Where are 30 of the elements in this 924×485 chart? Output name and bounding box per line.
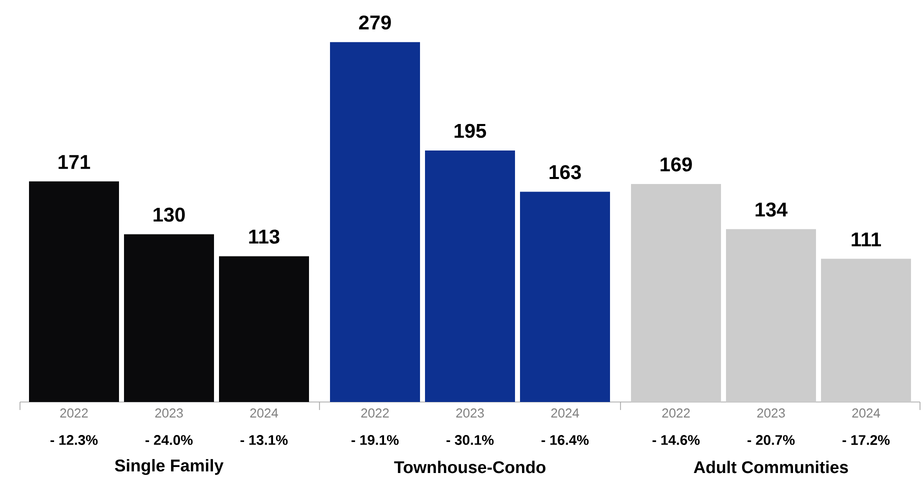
data-label: 134 bbox=[756, 202, 788, 217]
data-label: 279 bbox=[359, 15, 391, 30]
x-tick-label: 2024 bbox=[852, 408, 880, 418]
text: - 19.1% bbox=[352, 435, 399, 445]
data-label: 169 bbox=[660, 157, 692, 172]
text: - 14.6% bbox=[652, 435, 700, 445]
text: - 24.0% bbox=[146, 435, 193, 445]
text: - 13.1% bbox=[240, 435, 288, 445]
text: - 16.4% bbox=[542, 435, 589, 445]
text: Townhouse-Condo bbox=[394, 460, 546, 474]
x-tick-label: 2022 bbox=[361, 408, 389, 418]
text: Single Family bbox=[114, 459, 224, 475]
x-tick-label: 2022 bbox=[60, 408, 88, 418]
x-tick-label: 2024 bbox=[250, 408, 278, 418]
text: - 12.3% bbox=[50, 435, 98, 445]
text: - 17.2% bbox=[842, 435, 890, 445]
data-label: 111 bbox=[852, 232, 881, 246]
x-tick-label: 2024 bbox=[551, 408, 580, 418]
x-tick-label: 2023 bbox=[155, 408, 183, 418]
data-label: 113 bbox=[249, 230, 280, 244]
data-label: 163 bbox=[550, 165, 581, 180]
text: - 20.7% bbox=[748, 435, 795, 445]
text: Adult Communities bbox=[694, 460, 848, 474]
x-tick-label: 2023 bbox=[757, 408, 785, 418]
x-tick-label: 2023 bbox=[456, 408, 484, 418]
data-label: 130 bbox=[154, 208, 185, 222]
text: - 30.1% bbox=[446, 435, 494, 445]
data-label: 195 bbox=[454, 124, 486, 138]
data-label: 171 bbox=[58, 155, 90, 169]
x-tick-label: 2022 bbox=[662, 408, 690, 418]
